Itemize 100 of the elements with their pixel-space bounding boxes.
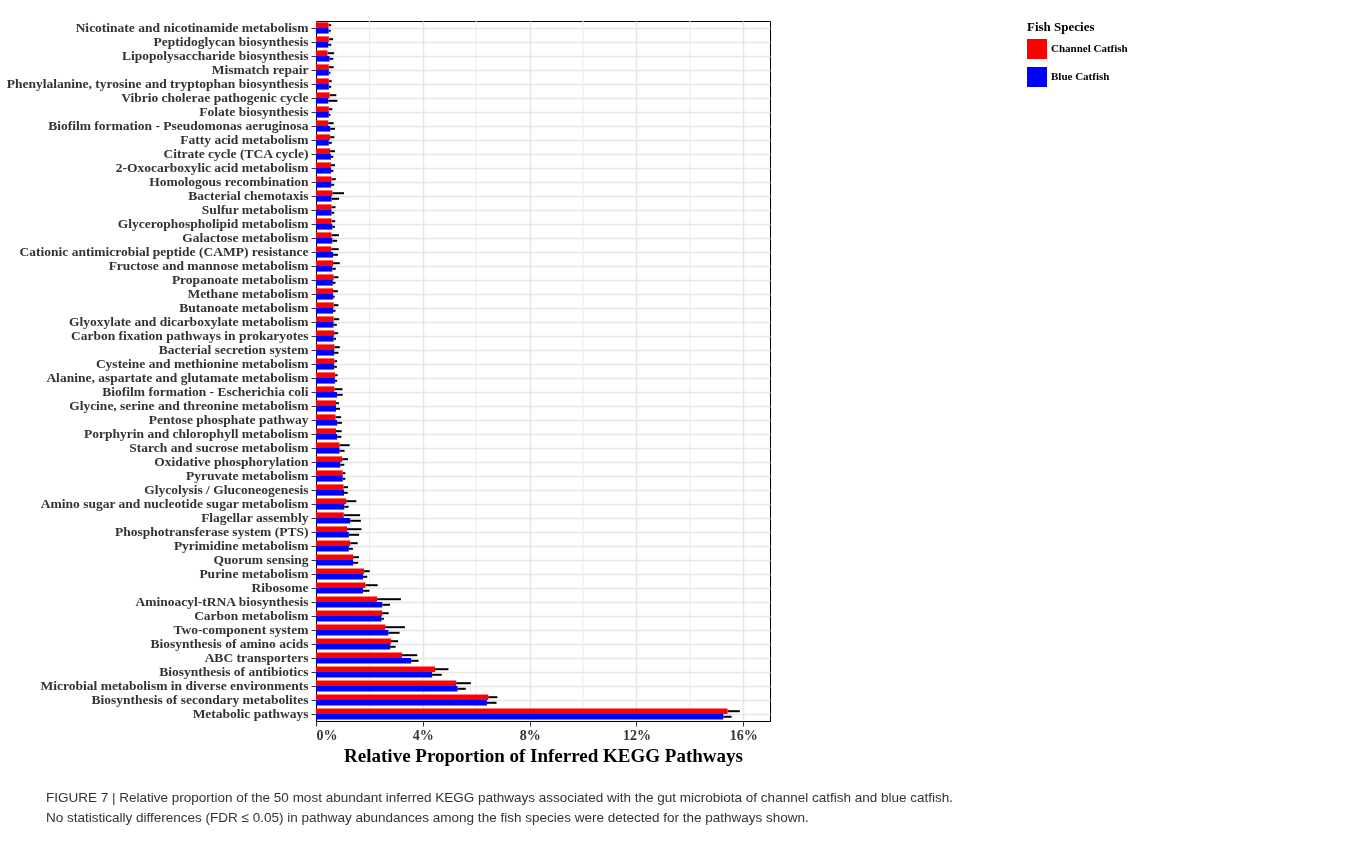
bar <box>316 42 329 48</box>
y-tick-label: Pyruvate metabolism <box>185 468 310 483</box>
y-tick-label: Homologous recombination <box>149 174 309 189</box>
y-tick-label: Propanoate metabolism <box>171 272 310 287</box>
bar <box>316 322 334 328</box>
bar <box>316 582 366 588</box>
bar <box>316 358 335 364</box>
bar <box>316 624 386 630</box>
bar <box>316 182 332 188</box>
bar <box>316 686 458 692</box>
legend-label: Blue Catfish <box>1051 70 1110 82</box>
bar <box>316 512 344 518</box>
y-tick-label: Mismatch repair <box>211 62 309 77</box>
bar <box>316 652 402 658</box>
y-tick-label: Alanine, aspartate and glutamate metabolism <box>46 370 310 385</box>
bar <box>316 232 332 238</box>
bar <box>316 596 378 602</box>
y-tick-label: Porphyrin and chlorophyll metabolism <box>84 426 310 441</box>
bar <box>316 680 457 686</box>
bar <box>316 204 332 210</box>
bar <box>316 92 330 98</box>
bar <box>316 190 333 196</box>
x-tick-label: 4% <box>412 727 434 743</box>
bar <box>316 84 329 90</box>
bar <box>316 224 333 230</box>
bar <box>316 658 412 664</box>
bar <box>316 134 331 140</box>
y-tick-label: Glycolysis / Gluconeogenesis <box>144 482 309 497</box>
bar <box>316 434 338 440</box>
y-tick-label: Biosynthesis of secondary metabolites <box>91 692 309 707</box>
bar <box>316 260 334 266</box>
bar <box>316 56 330 62</box>
bar <box>316 378 335 384</box>
y-tick-label: Biofilm formation - Escherichia coli <box>102 384 309 399</box>
bar <box>316 694 489 700</box>
bar <box>316 22 329 28</box>
bar <box>316 294 334 300</box>
bar <box>316 238 333 244</box>
bar <box>316 344 335 350</box>
y-tick-label: Purine metabolism <box>199 566 310 581</box>
bar <box>316 246 332 252</box>
bar <box>316 672 433 678</box>
bar <box>316 588 363 594</box>
bar <box>316 140 329 146</box>
y-tick-label: Nicotinate and nicotinamide metabolism <box>75 20 310 35</box>
bar <box>316 610 383 616</box>
bar <box>316 666 436 672</box>
y-tick-label: Aminoacyl-tRNA biosynthesis <box>135 594 309 609</box>
bar <box>316 540 351 546</box>
caption: FIGURE 7 | Relative proportion of the 50 most abundant inferred KEGG pathways associated with the gut microbiota of channel catfish and blue catfish. No statistically differences (FDR ≤ 0.05) in pathway abundances among the fish species were detected for the pathways shown. <box>46 790 953 825</box>
y-tick-label: Carbon metabolism <box>194 608 310 623</box>
x-tick-label: 8% <box>519 727 541 743</box>
bar <box>316 518 351 524</box>
y-tick-label: Quorum sensing <box>213 552 309 567</box>
bar <box>316 504 345 510</box>
bar <box>316 456 343 462</box>
y-tick-label: Biosynthesis of amino acids <box>150 636 309 651</box>
bar <box>316 316 334 322</box>
bar <box>316 288 334 294</box>
bar <box>316 218 332 224</box>
bar <box>316 442 340 448</box>
bar <box>316 574 363 580</box>
bar <box>316 714 724 720</box>
bar <box>316 120 329 126</box>
y-tick-label: Carbon fixation pathways in prokaryotes <box>70 328 309 343</box>
y-tick-label: Methane metabolism <box>187 286 310 301</box>
bar <box>316 308 334 314</box>
y-tick-label: Glyoxylate and dicarboxylate metabolism <box>68 314 310 329</box>
bar <box>316 546 349 552</box>
bar <box>316 78 329 84</box>
y-tick-label: Oxidative phosphorylation <box>154 454 309 469</box>
y-tick-label: Galactose metabolism <box>182 230 310 245</box>
bar <box>316 386 335 392</box>
bar <box>316 364 335 370</box>
bar <box>316 112 329 118</box>
bar <box>316 266 333 272</box>
legend-label: Channel Catfish <box>1051 42 1128 54</box>
bar <box>316 336 334 342</box>
bar <box>316 252 334 258</box>
bar <box>316 162 331 168</box>
bar <box>316 28 329 34</box>
y-tick-label: Pyrimidine metabolism <box>173 538 310 553</box>
bar <box>316 448 340 454</box>
bar <box>316 484 344 490</box>
y-tick-label: Biosynthesis of antibiotics <box>159 664 309 679</box>
bar <box>316 560 354 566</box>
y-tick-label: Glycerophospholipid metabolism <box>117 216 310 231</box>
bar <box>316 568 365 574</box>
x-tick-label: 16% <box>729 727 758 743</box>
y-tick-label: Pentose phosphate pathway <box>148 412 309 427</box>
bar <box>316 154 331 160</box>
bar <box>316 176 332 182</box>
bar <box>316 554 354 560</box>
bar <box>316 168 331 174</box>
bar <box>316 462 341 468</box>
legend-title: Fish Species <box>1027 19 1095 34</box>
y-tick-label: Phosphotransferase system (PTS) <box>115 524 309 539</box>
bar <box>316 98 329 104</box>
y-tick-label: 2-Oxocarboxylic acid metabolism <box>115 160 310 175</box>
bar <box>316 274 334 280</box>
